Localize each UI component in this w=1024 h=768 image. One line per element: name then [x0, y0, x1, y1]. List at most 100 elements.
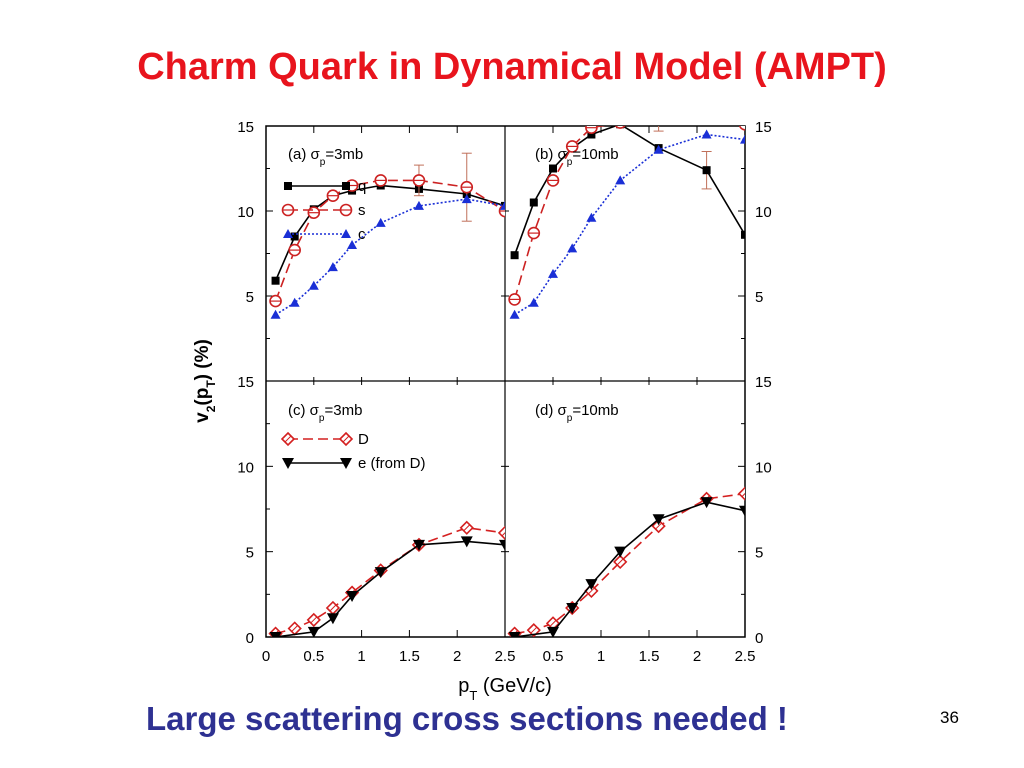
- marker-e: [326, 613, 339, 625]
- x-tick-label: 1.5: [639, 648, 660, 665]
- marker-s: [527, 226, 541, 240]
- marker-e: [340, 458, 352, 469]
- marker-D: [651, 518, 666, 534]
- marker-c: [567, 243, 578, 253]
- series-line-D: [514, 492, 745, 635]
- y-tick-label-right: 5: [755, 289, 763, 306]
- series-line-D: [275, 526, 505, 635]
- marker-q: [510, 251, 519, 260]
- y-tick-label-left: 10: [237, 204, 254, 221]
- marker-s: [339, 203, 353, 217]
- y-axis-title: v2(pT) (%): [192, 339, 218, 423]
- marker-e: [499, 539, 505, 551]
- marker-c: [701, 129, 712, 139]
- marker-q: [284, 182, 292, 190]
- footer-text: Large scattering cross sections needed !: [146, 700, 788, 737]
- marker-c: [586, 212, 597, 222]
- series-line-e: [514, 501, 745, 637]
- marker-D-slash: [463, 524, 471, 532]
- marker-D-slash: [291, 625, 299, 632]
- y-tick-label-left: 5: [246, 289, 254, 306]
- marker-D-diamond: [497, 525, 505, 541]
- marker-D-slash: [549, 619, 557, 627]
- y-tick-label-right: 5: [755, 545, 763, 562]
- marker-e: [374, 567, 387, 579]
- marker-D-slash: [741, 492, 745, 497]
- marker-q: [529, 198, 538, 207]
- marker-D-slash: [310, 616, 318, 624]
- marker-D-slash: [501, 532, 505, 537]
- marker-c: [347, 240, 358, 249]
- marker-q: [702, 166, 711, 175]
- marker-D: [613, 554, 628, 570]
- marker-s: [288, 243, 301, 257]
- legend-label: q: [358, 178, 366, 195]
- panel-label: (a) σp=3mb: [288, 146, 363, 168]
- marker-s: [269, 294, 282, 308]
- y-tick-label-left: 5: [246, 545, 254, 562]
- slide-title: Charm Quark in Dynamical Model (AMPT): [137, 46, 887, 88]
- marker-c: [327, 262, 338, 272]
- marker-s: [614, 126, 626, 129]
- marker-c: [413, 200, 424, 210]
- marker-s: [738, 126, 745, 131]
- marker-D-slash: [616, 558, 624, 566]
- marker-c: [509, 309, 520, 319]
- x-tick-label: 1.5: [399, 648, 420, 665]
- marker-s: [412, 174, 426, 187]
- x-tick-label: 0.5: [303, 648, 324, 665]
- marker-c: [270, 309, 281, 319]
- x-tick-label: 2: [693, 648, 701, 665]
- marker-c: [653, 144, 664, 154]
- marker-e: [614, 546, 627, 558]
- marker-D: [287, 621, 302, 636]
- marker-e: [269, 632, 282, 637]
- marker-c: [461, 194, 472, 204]
- y-tick-label-left: 10: [237, 459, 254, 476]
- panel-label: (c) σp=3mb: [288, 402, 362, 424]
- marker-D-slash: [284, 435, 292, 443]
- marker-s: [585, 126, 598, 134]
- marker-D-slash: [342, 435, 350, 443]
- x-tick-label: 2.5: [495, 648, 516, 665]
- marker-q: [271, 276, 280, 285]
- marker-D-slash: [329, 604, 337, 612]
- marker-e: [652, 514, 665, 526]
- marker-q: [549, 164, 557, 173]
- marker-s-circle: [653, 110, 664, 121]
- x-tick-label: 2: [453, 648, 461, 665]
- y-tick-label-left: 15: [237, 119, 254, 136]
- y-tick-label-left: 0: [246, 630, 254, 647]
- marker-D-slash: [655, 522, 662, 530]
- marker-s: [508, 293, 521, 306]
- y-tick-label-right: 15: [755, 119, 772, 136]
- marker-D: [737, 486, 745, 501]
- y-tick-label-right: 0: [755, 630, 763, 647]
- marker-e: [739, 505, 745, 517]
- panel-c: [268, 520, 505, 637]
- marker-c: [308, 280, 319, 290]
- x-tick-label: 0.5: [543, 648, 564, 665]
- marker-e: [585, 579, 598, 591]
- panel-b: [508, 110, 745, 319]
- marker-e: [282, 458, 294, 469]
- marker-q: [290, 232, 299, 241]
- marker-c: [375, 217, 386, 227]
- y-tick-label-right: 10: [755, 204, 772, 221]
- marker-q: [342, 182, 350, 190]
- marker-s: [326, 189, 340, 202]
- marker-e: [700, 497, 713, 509]
- marker-c: [528, 297, 539, 307]
- marker-c: [283, 229, 293, 238]
- x-tick-label: 1: [357, 648, 365, 665]
- marker-e: [307, 626, 320, 637]
- marker-D: [526, 623, 541, 637]
- marker-e: [346, 591, 359, 603]
- marker-q: [587, 130, 596, 139]
- x-tick-label: 0: [262, 648, 270, 665]
- x-axis-title: pT (GeV/c): [458, 675, 552, 700]
- y-tick-label-right: 15: [755, 374, 772, 391]
- marker-s-circle: [614, 126, 626, 129]
- y-tick-label-right: 10: [755, 459, 772, 476]
